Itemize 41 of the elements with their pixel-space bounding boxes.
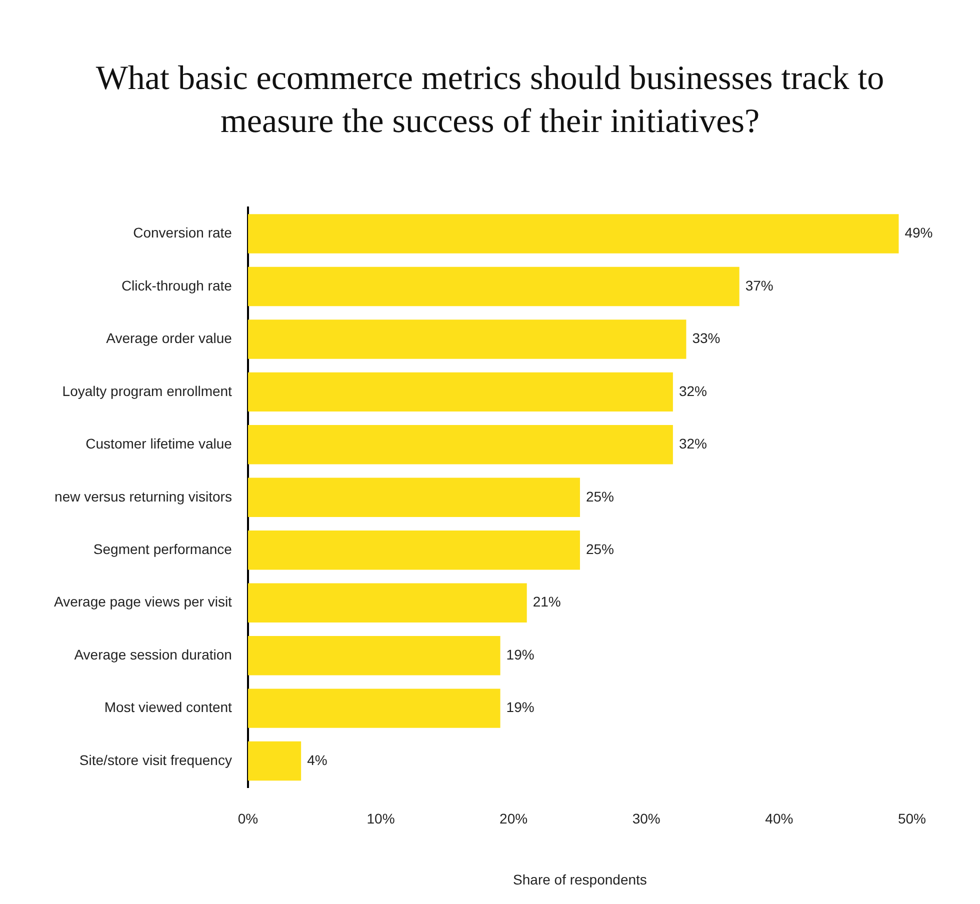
y-tick-label: Segment performance	[93, 540, 232, 557]
data-label: 21%	[532, 594, 561, 610]
data-label: 19%	[506, 646, 534, 662]
y-tick-label: new versus returning visitors	[54, 488, 232, 504]
x-tick-label: 10%	[366, 810, 395, 827]
y-tick-label: Conversion rate	[133, 224, 232, 241]
data-label: 19%	[506, 699, 534, 716]
bar	[248, 372, 673, 412]
x-tick-label: 0%	[238, 810, 258, 827]
data-label: 25%	[586, 540, 614, 557]
bar	[248, 741, 302, 781]
bar	[248, 688, 500, 728]
data-label: 33%	[692, 330, 720, 346]
data-label: 37%	[745, 277, 774, 294]
x-tick-label: 50%	[898, 810, 926, 827]
y-tick-label: Average order value	[106, 330, 232, 346]
data-label: 49%	[904, 224, 933, 241]
y-tick-label: Customer lifetime value	[86, 436, 232, 452]
bar	[248, 266, 740, 306]
data-label: 25%	[586, 488, 614, 504]
data-label: 4%	[307, 752, 328, 768]
bar	[248, 530, 580, 570]
bar	[248, 214, 899, 254]
bar	[248, 478, 580, 518]
x-axis-title: Share of respondents	[513, 871, 647, 888]
data-label: 32%	[678, 382, 707, 399]
y-tick-label: Average session duration	[74, 646, 232, 662]
bar	[248, 636, 500, 676]
data-label: 32%	[678, 436, 707, 452]
x-tick-label: 40%	[765, 810, 794, 827]
y-tick-label: Click-through rate	[121, 277, 232, 294]
y-tick-label: Loyalty program enrollment	[62, 382, 232, 399]
chart-title: What basic ecommerce metrics should businesses track to measure the success of their initiatives?	[94, 59, 886, 142]
bar	[248, 320, 686, 359]
y-tick-label: Site/store visit frequency	[79, 752, 232, 768]
y-tick-label: Most viewed content	[104, 699, 232, 716]
y-tick-label: Average page views per visit	[54, 594, 232, 610]
bar	[248, 583, 527, 622]
x-tick-label: 20%	[500, 810, 528, 827]
bar	[248, 425, 673, 464]
x-tick-label: 30%	[632, 810, 660, 827]
